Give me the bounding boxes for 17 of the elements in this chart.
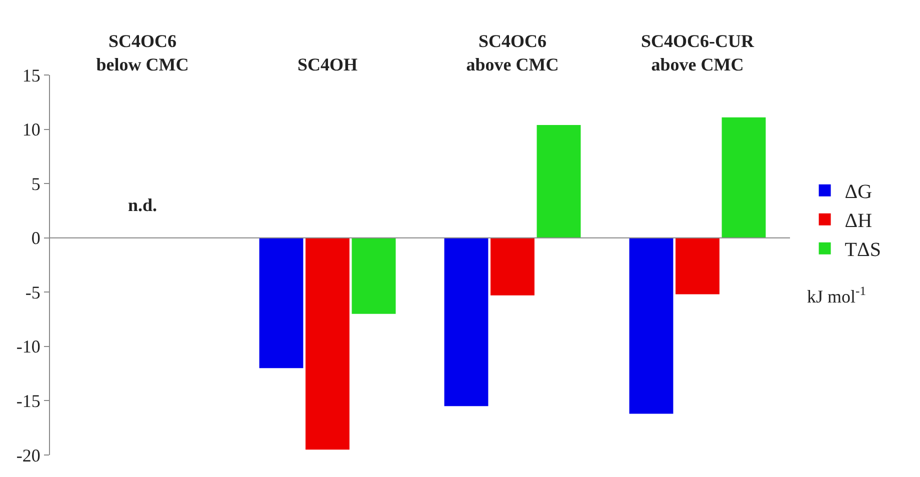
y-tick-label: 5 xyxy=(31,174,40,194)
x-tick-label: SC4OC6 below CMC xyxy=(96,31,189,74)
legend-label: ΔH xyxy=(844,210,872,232)
x-tick-label: SC4OC6-CUR above CMC xyxy=(640,31,755,74)
y-tick-label: -20 xyxy=(16,445,40,466)
x-tick-label: SC4OC6 above CMC xyxy=(466,31,559,74)
annotation: n.d. xyxy=(128,195,158,215)
text: kJ mol$^{-1}$ xyxy=(807,284,866,307)
y-tick-label: 10 xyxy=(22,120,40,140)
legend-label: ΔG xyxy=(844,181,872,204)
y-tick-label: -10 xyxy=(16,336,40,357)
x-tick-label: SC4OH xyxy=(297,54,358,74)
y-tick-label: -5 xyxy=(25,282,40,302)
y-tick-label: -15 xyxy=(16,391,40,412)
y-tick-label: 15 xyxy=(22,65,40,86)
y-tick-label: 0 xyxy=(31,228,40,248)
legend-label: TΔS xyxy=(844,239,882,262)
